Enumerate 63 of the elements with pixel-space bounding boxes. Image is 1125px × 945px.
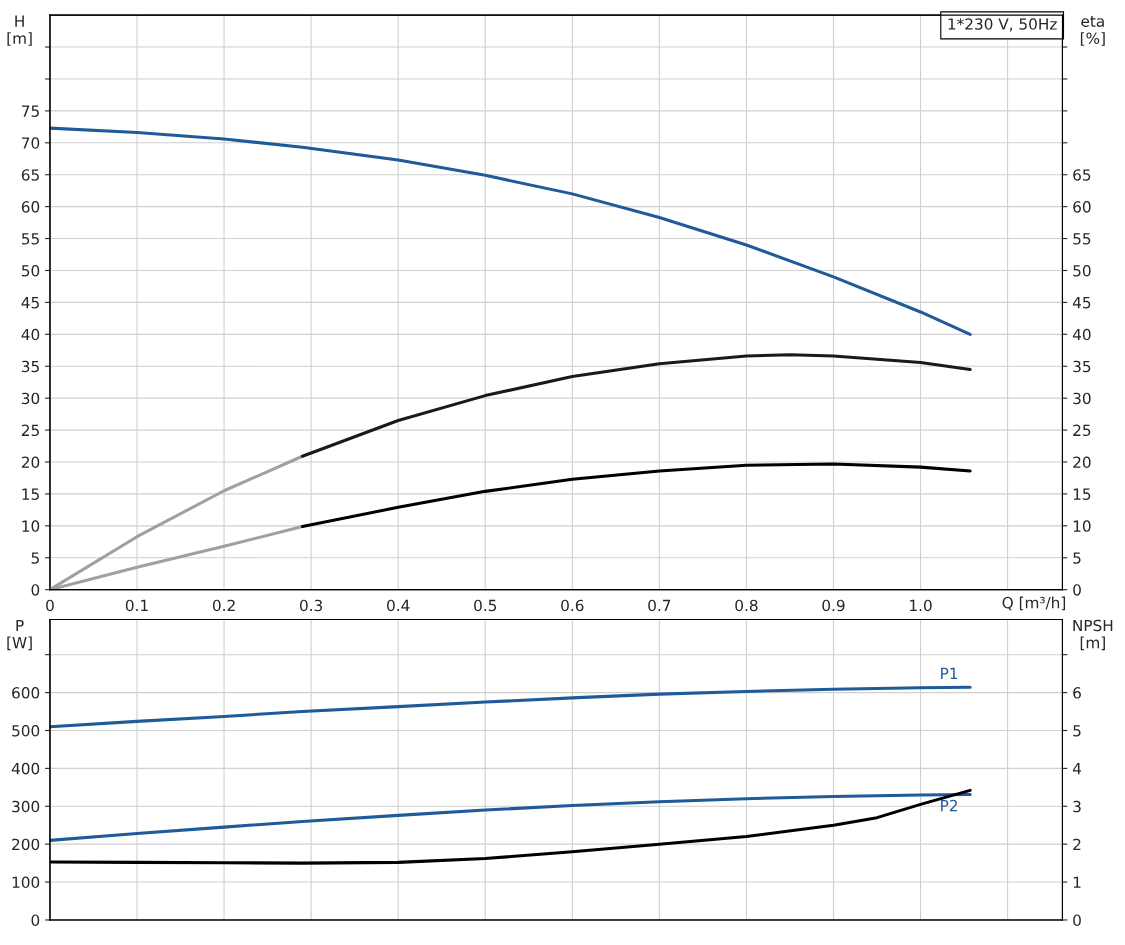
x-tick-label: 0 [46, 599, 54, 612]
y-tick-label: 50 [21, 264, 40, 277]
y2-tick-label: 20 [1073, 456, 1091, 469]
x-tick-label: 0.4 [387, 599, 410, 612]
x-tick-label: 0.1 [125, 599, 148, 612]
y2-tick-label: 30 [1073, 392, 1091, 405]
x-tick-label: 0.9 [822, 599, 845, 612]
x-tick-label: 0.2 [212, 599, 235, 612]
y-tick-label: 45 [21, 297, 39, 309]
y-tick-label: 0 [31, 914, 40, 926]
x-tick-label: 0.8 [735, 599, 758, 612]
y2-tick-label: 4 [1072, 763, 1082, 775]
y2-tick-label: 60 [1073, 201, 1091, 213]
y2-tick-label: 35 [1073, 360, 1091, 373]
y-tick-label: 15 [22, 488, 39, 500]
y2-tick-label: 5 [1073, 552, 1081, 564]
chart-title: 1*230 V, 50Hz [948, 18, 1057, 32]
x-tick-label: 1.0 [910, 599, 932, 612]
y2-tick-label: 6 [1073, 687, 1081, 699]
y-tick-label: 55 [21, 233, 39, 245]
y-tick-label: 40 [21, 328, 40, 341]
y-tick-label: 5 [31, 552, 39, 564]
y2-tick-label: 45 [1072, 297, 1091, 309]
y-axis-title: P [W] [7, 619, 32, 651]
y-tick-label: 65 [21, 169, 39, 181]
y-tick-label: 500 [12, 724, 40, 737]
y2-tick-label: 50 [1073, 264, 1091, 277]
y-tick-label: 200 [12, 838, 40, 851]
y2-tick-label: 0 [1073, 584, 1081, 596]
y-tick-label: 70 [22, 137, 40, 149]
x-tick-label: 0.5 [474, 599, 497, 612]
x-tick-label: 0.3 [299, 599, 323, 612]
y-tick-label: 300 [12, 800, 40, 813]
y2-tick-label: 3 [1073, 800, 1081, 813]
y2-tick-label: 1 [1073, 876, 1081, 888]
y2-tick-label: 10 [1073, 520, 1091, 532]
x-tick-label: 0.6 [561, 599, 584, 612]
y-tick-label: 600 [12, 687, 40, 699]
y-tick-label: 35 [21, 360, 39, 373]
series-label: P2 [941, 799, 958, 812]
y2-tick-label: 65 [1073, 169, 1091, 181]
x-axis-title: Q [m³/h] [1002, 596, 1066, 611]
y-tick-label: 30 [21, 392, 40, 405]
y-tick-label: 10 [22, 520, 40, 532]
y-axis-title: H [m] [7, 15, 32, 46]
series-label: P1 [941, 667, 958, 679]
y2-tick-label: 15 [1073, 488, 1091, 500]
y-tick-label: 75 [22, 105, 39, 117]
y2-tick-label: 0 [1073, 914, 1081, 926]
y2-tick-label: 25 [1073, 424, 1091, 437]
y2-axis-title: eta [%] [1080, 16, 1105, 46]
x-tick-label: 0.7 [648, 599, 671, 612]
y2-tick-label: 2 [1073, 838, 1081, 850]
y-tick-label: 400 [11, 762, 40, 775]
y2-tick-label: 55 [1073, 233, 1091, 245]
y2-axis-title: NPSH [m] [1073, 619, 1113, 651]
y2-tick-label: 5 [1073, 725, 1081, 737]
y-tick-label: 60 [21, 201, 40, 213]
y2-tick-label: 40 [1072, 328, 1091, 341]
y-tick-label: 100 [12, 876, 40, 889]
y-tick-label: 20 [21, 456, 40, 469]
y-tick-label: 0 [31, 584, 40, 596]
y-tick-label: 25 [21, 424, 39, 437]
